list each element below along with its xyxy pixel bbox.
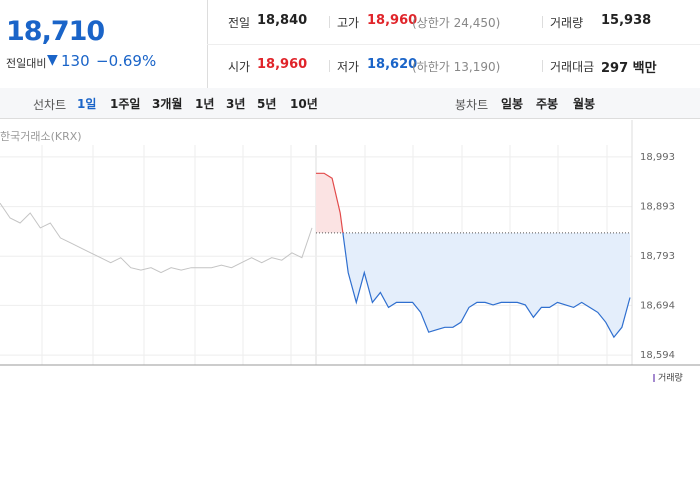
stat-value: 297 백만 <box>601 61 657 76</box>
period-tab[interactable]: 1주일 <box>110 97 141 111</box>
y-tick-label: 18,594 <box>640 350 675 361</box>
quote-panel: 18,710 전일대비 ▼ 130 −0.69% 전일 18,840 고가 18,96… <box>0 0 700 89</box>
stat-label: 시가 <box>228 60 251 74</box>
legend-swatch <box>653 374 655 382</box>
stat-label: 거래대금 <box>550 60 595 74</box>
y-tick-label: 18,993 <box>640 152 675 163</box>
y-tick-label: 18,793 <box>640 251 675 262</box>
period-tab[interactable]: 10년 <box>290 97 318 111</box>
stat-label: 고가 <box>337 16 360 30</box>
change-pct: −0.69% <box>96 52 157 70</box>
period-tab[interactable]: 1년 <box>195 97 215 111</box>
period-tab[interactable]: 5년 <box>257 97 277 111</box>
stat-label: 거래량 <box>550 16 584 30</box>
tab-group-label: 선차트 <box>33 98 67 112</box>
candle-tab[interactable]: 월봉 <box>573 97 596 111</box>
stat-value: 18,960 <box>367 13 418 28</box>
stat-extra: (상한가 24,450) <box>412 16 501 30</box>
y-tick-label: 18,694 <box>640 300 675 311</box>
period-tab[interactable]: 3개월 <box>152 97 183 111</box>
candle-tab[interactable]: 일봉 <box>501 97 524 111</box>
period-tab[interactable]: 1일 <box>77 97 97 111</box>
change-label: 전일대비 <box>6 57 47 70</box>
volume-label: 거래량 <box>658 372 683 384</box>
price-line <box>0 202 313 274</box>
stat-value: 18,960 <box>257 57 308 72</box>
area-down <box>316 232 630 338</box>
stat-label: 저가 <box>337 60 360 74</box>
stat-value: 15,938 <box>601 13 652 28</box>
candle-tab[interactable]: 주봉 <box>536 97 559 111</box>
change: 130 <box>61 52 90 70</box>
period-tab[interactable]: 3년 <box>226 97 246 111</box>
tab-bar: 선차트 1일 1주일 3개월 1년 3년 5년 10년 봉차트 일봉 주봉 월봉 <box>0 88 700 119</box>
divider <box>329 16 330 28</box>
source-label: 한국거래소(KRX) <box>0 130 82 143</box>
area-up <box>316 173 343 233</box>
divider <box>542 60 543 72</box>
divider <box>329 60 330 72</box>
stat-extra: (하한가 13,190) <box>412 60 501 74</box>
tab-group-label: 봉차트 <box>455 98 489 112</box>
stat-value: 18,840 <box>257 13 308 28</box>
y-tick-label: 18,893 <box>640 202 675 213</box>
divider <box>207 44 700 45</box>
stat-label: 전일 <box>228 16 251 30</box>
divider <box>542 16 543 28</box>
price-line-down <box>342 232 631 339</box>
price: 18,710 <box>6 16 105 47</box>
stat-value: 18,620 <box>367 57 418 72</box>
down-arrow: ▼ <box>47 52 58 68</box>
